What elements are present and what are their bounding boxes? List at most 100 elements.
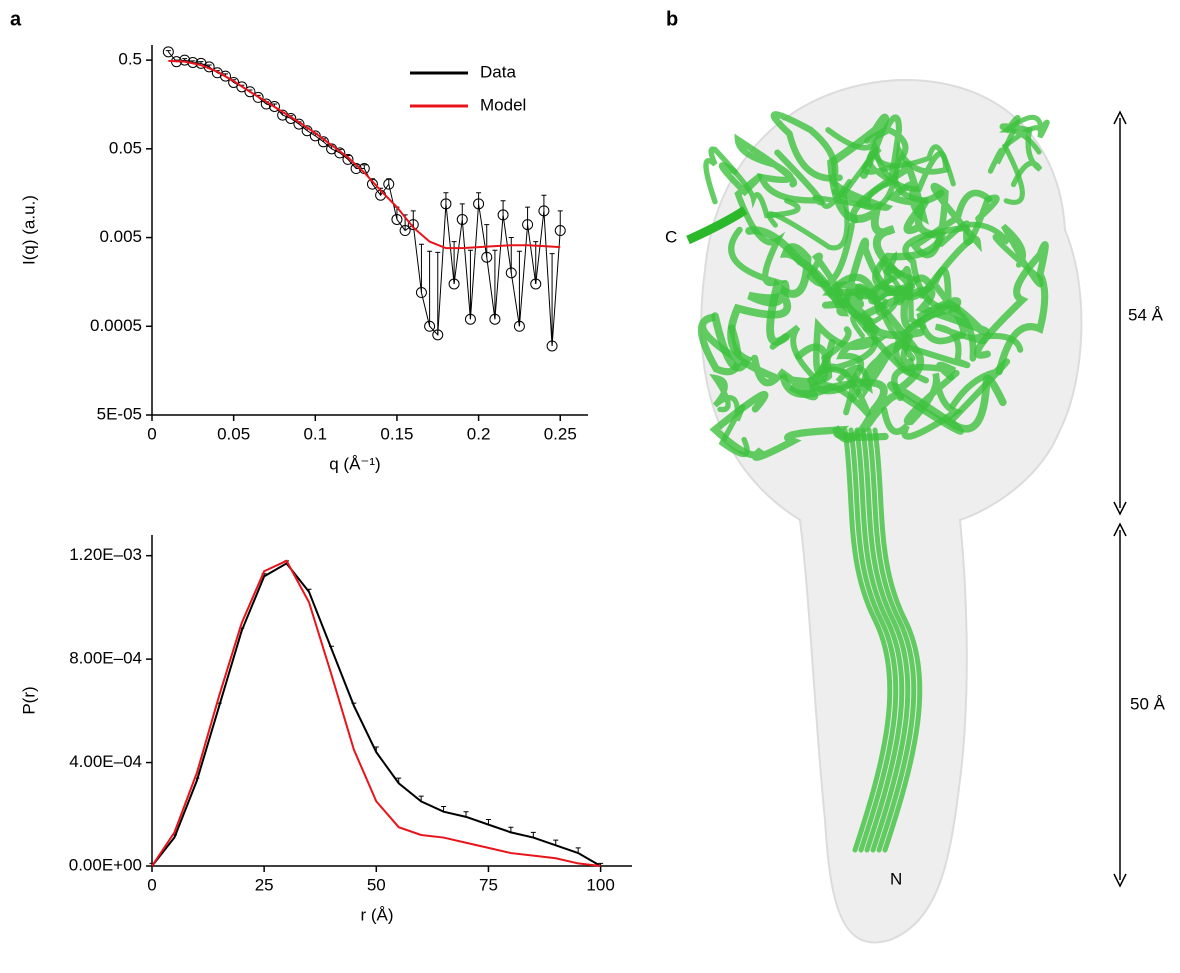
ribbon bbox=[766, 243, 880, 346]
y-tick-label: 0.005 bbox=[99, 227, 142, 246]
data-point bbox=[505, 267, 517, 279]
dimension-label: 50 Å bbox=[1130, 694, 1166, 713]
x-tick-label: 0.1 bbox=[303, 424, 327, 443]
y-tick-label: 4.00E–04 bbox=[69, 752, 142, 771]
series-line bbox=[151, 562, 602, 867]
error-bar bbox=[476, 192, 482, 204]
data-point bbox=[448, 278, 460, 290]
ribbon bbox=[812, 146, 900, 210]
data-point bbox=[244, 86, 256, 98]
ribbon bbox=[974, 241, 1049, 376]
data-point bbox=[268, 100, 280, 112]
ribbon bbox=[827, 113, 899, 275]
data-point bbox=[481, 251, 493, 263]
terminus-label: C bbox=[665, 227, 677, 246]
ribbon bbox=[697, 313, 783, 387]
ribbon bbox=[862, 286, 990, 343]
y-tick-label: 5E-05 bbox=[97, 404, 142, 423]
series-line bbox=[168, 59, 561, 250]
ribbon bbox=[866, 427, 917, 853]
ribbon bbox=[909, 182, 993, 299]
data-point bbox=[497, 209, 509, 221]
data-point bbox=[219, 70, 231, 82]
data-point bbox=[391, 213, 403, 225]
terminus-label: N bbox=[890, 869, 902, 888]
data-point bbox=[530, 278, 542, 290]
x-axis-label: r (Å) bbox=[360, 905, 393, 924]
x-axis-label: q (Å⁻¹) bbox=[329, 454, 380, 473]
c-terminus-ribbon bbox=[686, 206, 748, 245]
error-bar bbox=[410, 210, 416, 225]
error-bar bbox=[361, 164, 367, 169]
ribbon bbox=[703, 146, 801, 219]
series-line bbox=[151, 559, 601, 867]
error-bar bbox=[500, 200, 506, 215]
y-tick-label: 8.00E–04 bbox=[69, 649, 142, 668]
ribbon bbox=[860, 427, 911, 853]
error-bar bbox=[418, 243, 424, 293]
arrow-head bbox=[1113, 110, 1127, 516]
y-tick-label: 0.5 bbox=[118, 50, 142, 69]
x-tick-label: 75 bbox=[479, 875, 498, 894]
data-point bbox=[538, 205, 550, 217]
y-tick-label: 1.20E–03 bbox=[69, 545, 142, 564]
x-tick-label: 25 bbox=[255, 875, 274, 894]
dimension-label: 54 Å bbox=[1128, 305, 1164, 324]
ribbon bbox=[718, 162, 787, 287]
panel-label: b bbox=[666, 8, 678, 30]
ribbon bbox=[987, 115, 1043, 188]
data-point bbox=[252, 91, 264, 103]
data-point bbox=[366, 178, 378, 190]
x-tick-label: 0.15 bbox=[380, 424, 413, 443]
error-bar bbox=[541, 194, 547, 211]
data-point bbox=[546, 340, 558, 352]
legend-label: Data bbox=[480, 62, 516, 81]
data-point bbox=[464, 313, 476, 325]
data-point bbox=[554, 225, 566, 237]
data-point bbox=[513, 320, 525, 332]
data-point bbox=[473, 198, 485, 210]
x-tick-label: 0 bbox=[147, 424, 156, 443]
error-bar bbox=[492, 249, 498, 320]
data-point bbox=[424, 320, 436, 332]
ribbon bbox=[864, 114, 929, 204]
data-point bbox=[440, 198, 452, 210]
data-point bbox=[383, 178, 395, 190]
error-bar bbox=[533, 241, 539, 284]
ribbon bbox=[770, 111, 894, 211]
data-point bbox=[285, 112, 297, 124]
error-bar bbox=[443, 192, 449, 204]
data-point bbox=[162, 46, 174, 58]
error-bar bbox=[557, 210, 563, 231]
ribbon bbox=[769, 324, 873, 416]
x-tick-label: 50 bbox=[367, 875, 386, 894]
x-tick-label: 0.2 bbox=[467, 424, 491, 443]
ribbon bbox=[711, 279, 792, 372]
data-point bbox=[456, 213, 468, 225]
structure-image: C N 54 Å 50 Å bbox=[665, 78, 1166, 944]
data-point bbox=[293, 118, 305, 130]
ribbon bbox=[842, 427, 893, 853]
ribbon bbox=[805, 222, 916, 377]
legend-label: Model bbox=[480, 95, 526, 114]
x-tick-label: 0.05 bbox=[217, 424, 250, 443]
error-bar bbox=[525, 206, 531, 225]
ribbon bbox=[880, 369, 964, 440]
ribbon-group bbox=[697, 111, 1050, 853]
data-point bbox=[334, 147, 346, 159]
series-line bbox=[167, 51, 561, 346]
y-tick-label: 0.05 bbox=[109, 138, 142, 157]
ribbon bbox=[777, 338, 836, 401]
arrow-head bbox=[1113, 522, 1127, 888]
error-bar bbox=[427, 250, 433, 327]
data-point bbox=[415, 287, 427, 299]
data-point bbox=[432, 329, 444, 341]
x-tick-label: 100 bbox=[586, 875, 614, 894]
y-axis-label: P(r) bbox=[19, 686, 38, 714]
ribbon bbox=[891, 358, 1011, 435]
y-axis-label: I(q) (a.u.) bbox=[19, 195, 38, 265]
data-point bbox=[407, 219, 419, 231]
data-point bbox=[399, 225, 411, 237]
ribbon bbox=[893, 323, 1024, 384]
